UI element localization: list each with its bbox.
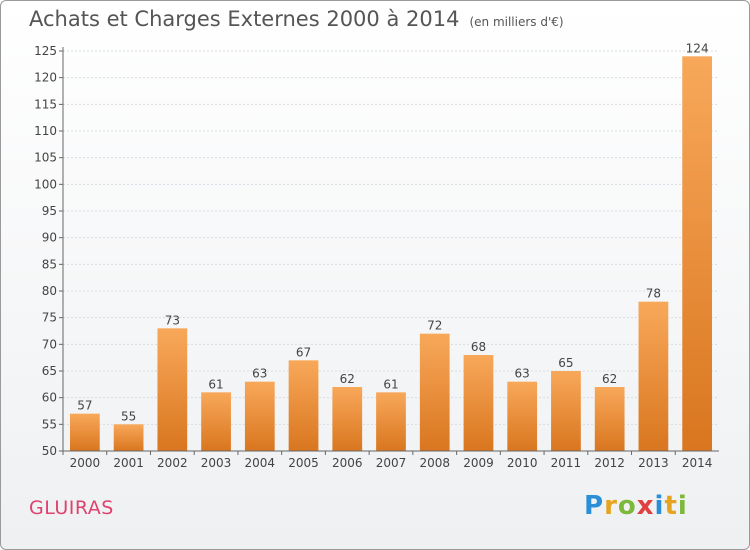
x-tick-label: 2004 [245, 456, 276, 470]
bar-value-label: 65 [558, 356, 573, 370]
bars: 57 55 73 61 63 67 62 61 72 68 63 65 62 78 124 [69, 41, 713, 451]
y-tick-label: 85 [42, 257, 57, 271]
logo-letter: r [604, 491, 618, 521]
y-tick-label: 50 [42, 444, 57, 458]
bar-value-label: 61 [208, 377, 223, 391]
bar-value-label: 73 [165, 313, 180, 327]
bar [157, 328, 188, 451]
x-tick-label: 2011 [551, 456, 582, 470]
y-axis-ticks: 50 55 60 65 70 75 80 85 90 95 100 105 110 115 120 125 [34, 44, 63, 458]
x-tick-label: 2008 [419, 456, 450, 470]
chart-title-text: Achats et Charges Externes 2000 à 2014 [29, 7, 460, 31]
logo-letter: o [617, 491, 637, 521]
y-tick-label: 55 [42, 417, 57, 431]
axes [62, 47, 719, 452]
x-tick-label: 2006 [332, 456, 363, 470]
x-tick-label: 2005 [288, 456, 319, 470]
x-tick-label: 2003 [201, 456, 232, 470]
y-tick-label: 95 [42, 204, 57, 218]
y-tick-label: 115 [34, 97, 57, 111]
y-tick-label: 100 [34, 177, 57, 191]
x-tick-label: 2014 [682, 456, 713, 470]
y-tick-label: 75 [42, 311, 57, 325]
bar-value-label: 63 [252, 367, 267, 381]
bar-value-label: 124 [686, 41, 709, 55]
x-tick-label: 2001 [113, 456, 144, 470]
logo-letter: i [654, 491, 665, 521]
logo-letter: x [636, 491, 655, 521]
y-tick-label: 120 [34, 71, 57, 85]
y-tick-label: 105 [34, 151, 57, 165]
x-tick-label: 2013 [638, 456, 669, 470]
bar [332, 387, 363, 451]
y-tick-label: 80 [42, 284, 57, 298]
bar [594, 387, 625, 451]
y-tick-label: 60 [42, 391, 57, 405]
bar-value-label: 78 [646, 287, 661, 301]
bar-value-label: 55 [121, 409, 136, 423]
bar [507, 381, 538, 451]
logo-letter: i [677, 491, 688, 521]
bar-value-label: 68 [471, 340, 486, 354]
place-name: GLUIRAS [29, 497, 114, 519]
bar [376, 392, 406, 451]
bar [551, 371, 581, 451]
bar [419, 333, 450, 451]
bar [69, 413, 100, 451]
x-tick-label: 2000 [70, 456, 101, 470]
bar [682, 56, 713, 451]
bar-value-label: 57 [77, 399, 92, 413]
bar [244, 381, 275, 451]
y-tick-label: 110 [34, 124, 57, 138]
proxiti-logo: Proxiti [584, 491, 688, 521]
x-tick-label: 2002 [157, 456, 188, 470]
bar-value-label: 63 [515, 367, 530, 381]
logo-letter: P [584, 491, 605, 521]
bar-value-label: 61 [383, 377, 398, 391]
bar-value-label: 67 [296, 345, 311, 359]
y-tick-label: 65 [42, 364, 57, 378]
chart-unit: (en milliers d'€) [469, 15, 564, 29]
x-tick-label: 2007 [376, 456, 407, 470]
x-tick-label: 2010 [507, 456, 538, 470]
y-tick-label: 125 [34, 44, 57, 58]
bar [288, 360, 319, 451]
chart-title: Achats et Charges Externes 2000 à 2014 (e… [29, 7, 564, 31]
bar [113, 424, 144, 451]
bar-value-label: 72 [427, 319, 442, 333]
y-tick-label: 90 [42, 231, 57, 245]
bar [201, 392, 231, 451]
bar [638, 301, 669, 451]
bar [463, 355, 494, 451]
bar-value-label: 62 [340, 372, 355, 386]
x-tick-label: 2012 [594, 456, 625, 470]
logo-letter: t [664, 491, 678, 521]
x-axis-ticks: 2000 2001 2002 2003 2004 2005 2006 2007 2008 2009… [62, 451, 713, 470]
bar-value-label: 62 [602, 372, 617, 386]
y-tick-label: 70 [42, 337, 57, 351]
x-tick-label: 2009 [463, 456, 494, 470]
